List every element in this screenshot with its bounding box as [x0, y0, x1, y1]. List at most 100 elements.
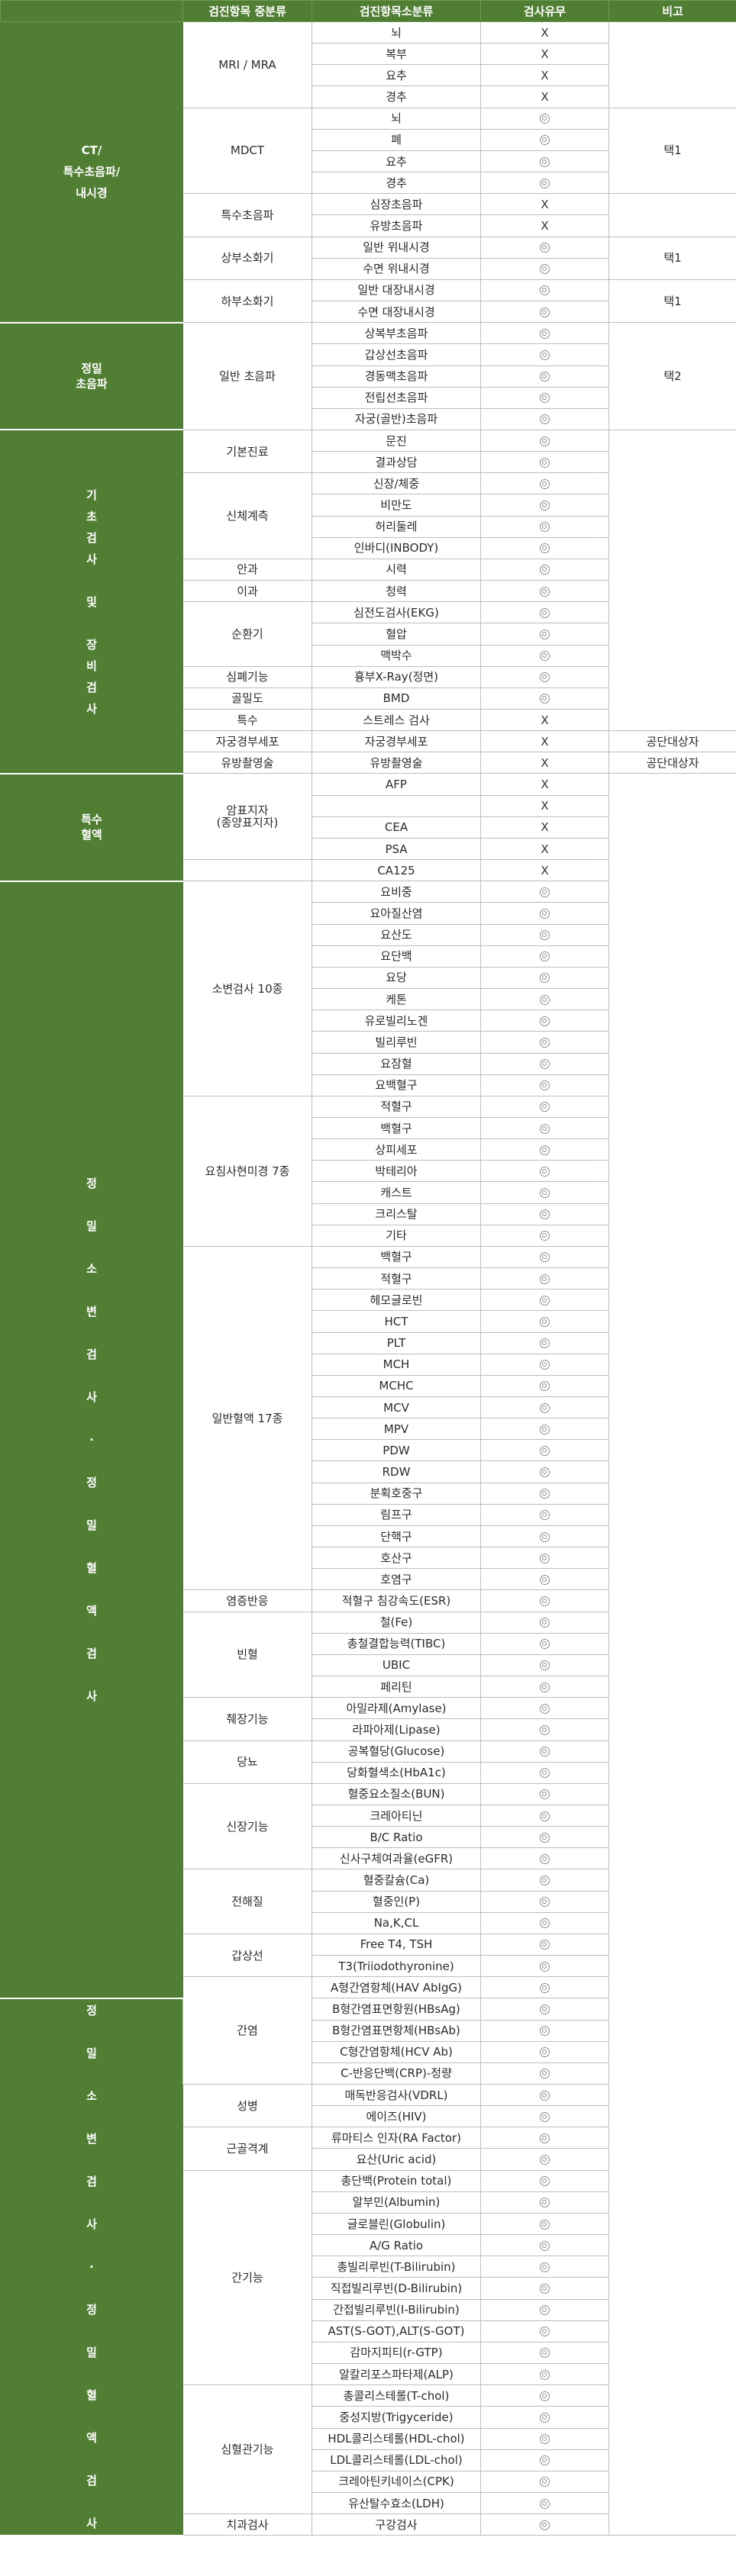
sub-category-cell: Free T4, TSH [312, 1933, 481, 1956]
table-row: 요추 [1, 150, 736, 173]
mid-category-cell: 소변검사 10종 [182, 881, 312, 1096]
table-row: 크레아티닌 [1, 1804, 736, 1827]
exam-status-cell [480, 1181, 609, 1204]
mid-category-cell: 상부소화기 [182, 236, 312, 280]
x-mark: X [541, 734, 549, 749]
exam-status-cell [480, 536, 609, 559]
exam-status-cell [480, 902, 609, 925]
exam-status-cell [480, 1676, 609, 1699]
exam-status-cell [480, 236, 609, 259]
exam-status-cell [480, 1052, 609, 1075]
exam-status-cell [480, 1998, 609, 2021]
sub-category-cell: 청력 [312, 580, 481, 603]
exam-status-cell [480, 1009, 609, 1032]
sub-category-cell: 요잠혈 [312, 1052, 481, 1075]
double-circle-icon [540, 2198, 550, 2208]
exam-status-cell [480, 1589, 609, 1612]
sub-category-cell: HDL콜리스테롤(HDL-chol) [312, 2427, 481, 2450]
mid-category-cell: 당뇨 [182, 1740, 312, 1784]
table-row: C형간염항체(HCV Ab) [1, 2040, 736, 2063]
table-row: 인바디(INBODY) [1, 536, 736, 559]
sub-category-cell: C-반응단백(CRP)-정량 [312, 2062, 481, 2085]
exam-status-cell: X [480, 773, 609, 796]
sub-category-cell: 감마지피티(r-GTP) [312, 2341, 481, 2365]
exam-status-cell [480, 1911, 609, 1934]
double-circle-icon [540, 994, 550, 1005]
sub-category-cell: MCV [312, 1396, 481, 1419]
sub-category-cell: 흉부X-Ray(정면) [312, 665, 481, 688]
double-circle-icon [540, 2326, 550, 2337]
double-circle-icon [540, 1252, 550, 1263]
exam-status-cell [480, 2277, 609, 2300]
table-row: LDL콜리스테롤(LDL-chol) [1, 2449, 736, 2471]
exam-status-cell [480, 494, 609, 517]
sub-category-cell: 인바디(INBODY) [312, 536, 481, 559]
table-row: 단핵구 [1, 1525, 736, 1548]
sub-category-cell: 박테리아 [312, 1160, 481, 1183]
sub-category-cell: 총단백(Protein total) [312, 2169, 481, 2192]
double-circle-icon [540, 501, 550, 511]
sub-category-cell: 뇌 [312, 21, 481, 44]
sub-category-cell: 빌리루빈 [312, 1031, 481, 1054]
double-circle-icon [540, 908, 550, 919]
exam-status-cell [480, 2427, 609, 2450]
mid-category-cell: 기본진료 [182, 429, 312, 474]
exam-status-cell [480, 1310, 609, 1333]
sub-category-cell: 공복혈당(Glucose) [312, 1740, 481, 1763]
sub-category-cell: 크레아틴키네이스(CPK) [312, 2470, 481, 2493]
table-row: 중성지방(Trigyceride) [1, 2406, 736, 2429]
header-sub-category: 검진항목소분류 [312, 0, 481, 22]
sub-category-cell: LDL콜리스테롤(LDL-chol) [312, 2449, 481, 2471]
double-circle-icon [540, 1424, 550, 1435]
exam-status-cell [480, 2148, 609, 2171]
table-row: 유산탈수효소(LDH) [1, 2491, 736, 2515]
table-row: 요산도 [1, 923, 736, 946]
table-body: CT/특수초음파/내시경 MRI / MRA 뇌 X 복부 X 요추 X 경추 X MDCT 뇌 택1 폐… [0, 21, 736, 2536]
exam-status-cell [480, 2491, 609, 2515]
table-row: HCT [1, 1310, 736, 1333]
x-mark: X [541, 218, 549, 233]
double-circle-icon [540, 1445, 550, 1456]
exam-status-cell [480, 2363, 609, 2386]
exam-status-cell [480, 1933, 609, 1956]
double-circle-icon [540, 887, 550, 897]
mid-category-cell: 신체계측 [182, 472, 312, 559]
double-circle-icon [540, 414, 550, 425]
exam-status-cell [480, 2341, 609, 2365]
table-row: 캐스트 [1, 1181, 736, 1204]
exam-status-cell: X [480, 43, 609, 66]
table-row: 기타 [1, 1224, 736, 1247]
double-circle-icon [540, 651, 550, 662]
double-circle-icon [540, 2111, 550, 2122]
sub-category-cell: 복부 [312, 43, 481, 66]
sub-category-cell: 문진 [312, 429, 481, 452]
mid-category-cell: 빈혈 [182, 1611, 312, 1699]
sub-category-cell: 캐스트 [312, 1181, 481, 1204]
sub-category-cell: 자궁(골반)초음파 [312, 407, 481, 430]
sub-category-cell: 총콜리스테롤(T-chol) [312, 2384, 481, 2407]
double-circle-icon [540, 114, 550, 124]
table-row: X [1, 794, 736, 817]
double-circle-icon [540, 1059, 550, 1070]
exam-status-cell [480, 1074, 609, 1096]
sub-category-cell: 알칼리포스파타제(ALP) [312, 2363, 481, 2386]
x-mark: X [541, 68, 549, 82]
exam-status-cell [480, 1869, 609, 1892]
sub-category-cell: 백혈구 [312, 1245, 481, 1269]
table-row: 요당 [1, 966, 736, 990]
mid-category-cell: 하부소화기 [182, 279, 312, 324]
double-circle-icon [540, 1209, 550, 1220]
mid-category-cell: 치과검사 [182, 2513, 312, 2536]
sub-category-cell: 매독반응검사(VDRL) [312, 2083, 481, 2107]
exam-status-cell [480, 128, 609, 151]
sub-category-cell: 경추 [312, 172, 481, 195]
double-circle-icon [540, 1489, 550, 1499]
sub-category-cell: MCHC [312, 1374, 481, 1398]
exam-status-cell [480, 2040, 609, 2063]
sub-category-cell: 단핵구 [312, 1525, 481, 1548]
double-circle-icon [540, 1338, 550, 1349]
exam-status-cell [480, 623, 609, 646]
double-circle-icon [540, 672, 550, 683]
exam-status-cell [480, 945, 609, 968]
table-row: 특수 스트레스 검사 X [1, 708, 736, 732]
